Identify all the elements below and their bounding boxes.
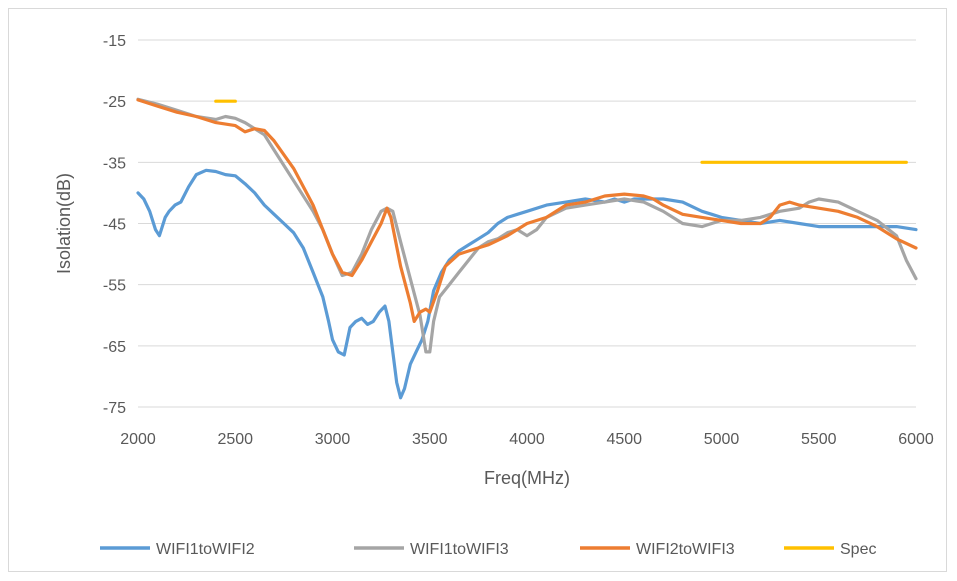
series-lines [136, 97, 918, 400]
series-line-WIFI1toWIFI2 [136, 168, 918, 400]
grid-lines [138, 39, 916, 408]
x-tick-label: 5500 [801, 431, 837, 448]
x-tick-labels: 2000 2500 3000 3500 4000 4500 5000 5500 6000 [120, 431, 934, 448]
legend-label: WIFI2toWIFI3 [636, 541, 735, 558]
x-axis-title: Freq(MHz) [484, 468, 570, 488]
y-tick-labels: -15 -25 -35 -45 -55 -65 -75 [103, 33, 126, 417]
x-tick-label: 4000 [509, 431, 545, 448]
y-tick-label: -75 [103, 400, 126, 417]
series-line-WIFI2toWIFI3 [136, 98, 918, 323]
y-tick-label: -45 [103, 217, 126, 234]
legend-label: Spec [840, 541, 876, 558]
x-tick-label: 4500 [606, 431, 642, 448]
x-tick-label: 3500 [412, 431, 448, 448]
legend-label: WIFI1toWIFI2 [156, 541, 255, 558]
x-tick-label: 2000 [120, 431, 156, 448]
legend: WIFI1toWIFI2 WIFI1toWIFI3 WIFI2toWIFI3 Spec [100, 541, 876, 558]
chart-frame [8, 8, 947, 572]
x-tick-label: 6000 [898, 431, 934, 448]
y-tick-label: -35 [103, 155, 126, 172]
series-line-WIFI1toWIFI3 [136, 97, 918, 354]
x-tick-label: 5000 [704, 431, 740, 448]
y-axis-title: Isolation(dB) [54, 173, 74, 274]
y-tick-label: -25 [103, 94, 126, 111]
legend-label: WIFI1toWIFI3 [410, 541, 509, 558]
y-tick-label: -55 [103, 278, 126, 295]
x-tick-label: 2500 [217, 431, 253, 448]
x-tick-label: 3000 [315, 431, 351, 448]
y-tick-label: -65 [103, 339, 126, 356]
y-tick-label: -15 [103, 33, 126, 50]
